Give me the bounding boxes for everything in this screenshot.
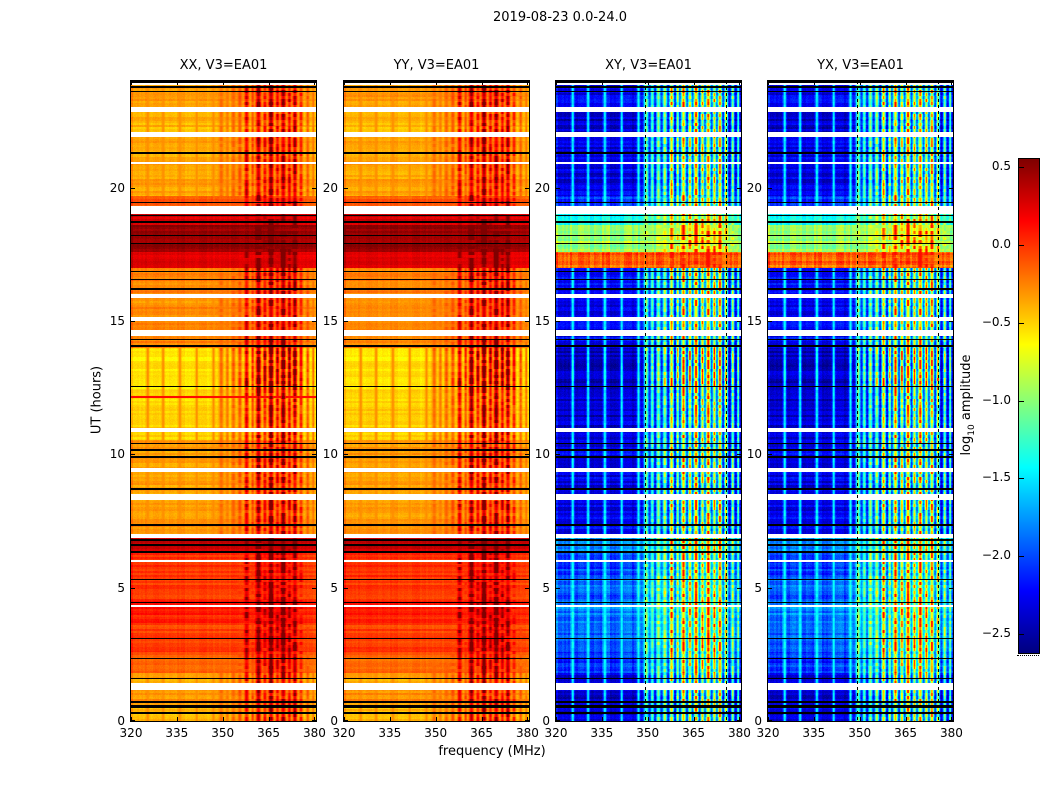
x-tick-label: 380	[728, 726, 751, 740]
x-tick-label: 380	[516, 726, 539, 740]
colorbar-tick-label: −1.5	[981, 470, 1011, 485]
y-tick-label: 5	[117, 580, 125, 595]
colorbar-tick-label: −0.5	[981, 314, 1011, 329]
x-tick-label: 365	[894, 726, 918, 740]
panel-title-xy: XY, V3=EA01	[605, 58, 692, 73]
colorbar-dotted-edge	[1017, 655, 1039, 656]
x-tick-label: 365	[470, 726, 494, 740]
y-axis-label: UT (hours)	[89, 365, 105, 435]
y-tick-label: 20	[322, 180, 338, 195]
y-tick-label: 15	[534, 314, 550, 328]
x-tick-label: 320	[119, 726, 143, 740]
y-tick-label: 10	[109, 447, 125, 462]
y-tick-label: 5	[542, 580, 550, 595]
y-tick-label: 10	[322, 447, 338, 462]
colorbar-tick-label: 0.0	[991, 236, 1011, 251]
x-tick-label: 365	[257, 726, 281, 740]
x-tick-label: 335	[378, 726, 402, 740]
x-tick-label: 380	[940, 726, 963, 740]
y-tick-label: 15	[322, 314, 338, 328]
colorbar-label: log10 amplitude	[959, 354, 977, 455]
y-tick-label: 20	[534, 180, 550, 195]
x-tick-label: 320	[756, 726, 780, 740]
y-tick-label: 0	[117, 714, 125, 728]
x-tick-label: 335	[590, 726, 614, 740]
x-tick-label: 320	[544, 726, 568, 740]
heatmap-canvas-xy	[555, 80, 742, 722]
x-tick-label: 350	[211, 726, 235, 740]
heatmap-canvas-yx	[767, 80, 954, 722]
x-axis-label: frequency (MHz)	[438, 744, 546, 759]
y-tick-label: 5	[330, 580, 338, 595]
x-tick-label: 350	[424, 726, 448, 740]
panel-title-yy: YY, V3=EA01	[393, 58, 480, 73]
y-tick-label: 15	[746, 314, 762, 328]
x-tick-label: 335	[802, 726, 826, 740]
heatmap-canvas-xx	[130, 80, 317, 722]
colorbar-tick-label: −2.5	[981, 626, 1011, 641]
y-tick-label: 0	[330, 714, 338, 728]
colorbar-label-subscript: 10	[966, 424, 977, 436]
colorbar	[1018, 158, 1040, 654]
y-tick-label: 0	[754, 714, 762, 728]
x-tick-label: 335	[165, 726, 189, 740]
figure-title: 2019-08-23 0.0-24.0	[493, 10, 627, 25]
y-tick-label: 20	[746, 180, 762, 195]
x-tick-label: 380	[303, 726, 326, 740]
y-tick-label: 10	[534, 447, 550, 462]
colorbar-tick-label: −1.0	[981, 392, 1011, 407]
panel-title-xx: XX, V3=EA01	[179, 58, 268, 73]
x-tick-label: 320	[332, 726, 356, 740]
y-tick-label: 15	[109, 314, 125, 328]
y-tick-label: 5	[754, 580, 762, 595]
panel-title-yx: YX, V3=EA01	[817, 58, 904, 73]
colorbar-tick-label: 0.5	[991, 158, 1011, 173]
x-tick-label: 350	[636, 726, 660, 740]
colorbar-tick-label: −2.0	[981, 548, 1011, 563]
y-tick-label: 10	[746, 447, 762, 462]
colorbar-label-text: log	[959, 435, 975, 456]
colorbar-label-suffix: amplitude	[959, 354, 975, 425]
x-tick-label: 350	[848, 726, 872, 740]
y-tick-label: 0	[542, 714, 550, 728]
heatmap-canvas-yy	[343, 80, 530, 722]
x-tick-label: 365	[682, 726, 706, 740]
y-tick-label: 20	[109, 180, 125, 195]
